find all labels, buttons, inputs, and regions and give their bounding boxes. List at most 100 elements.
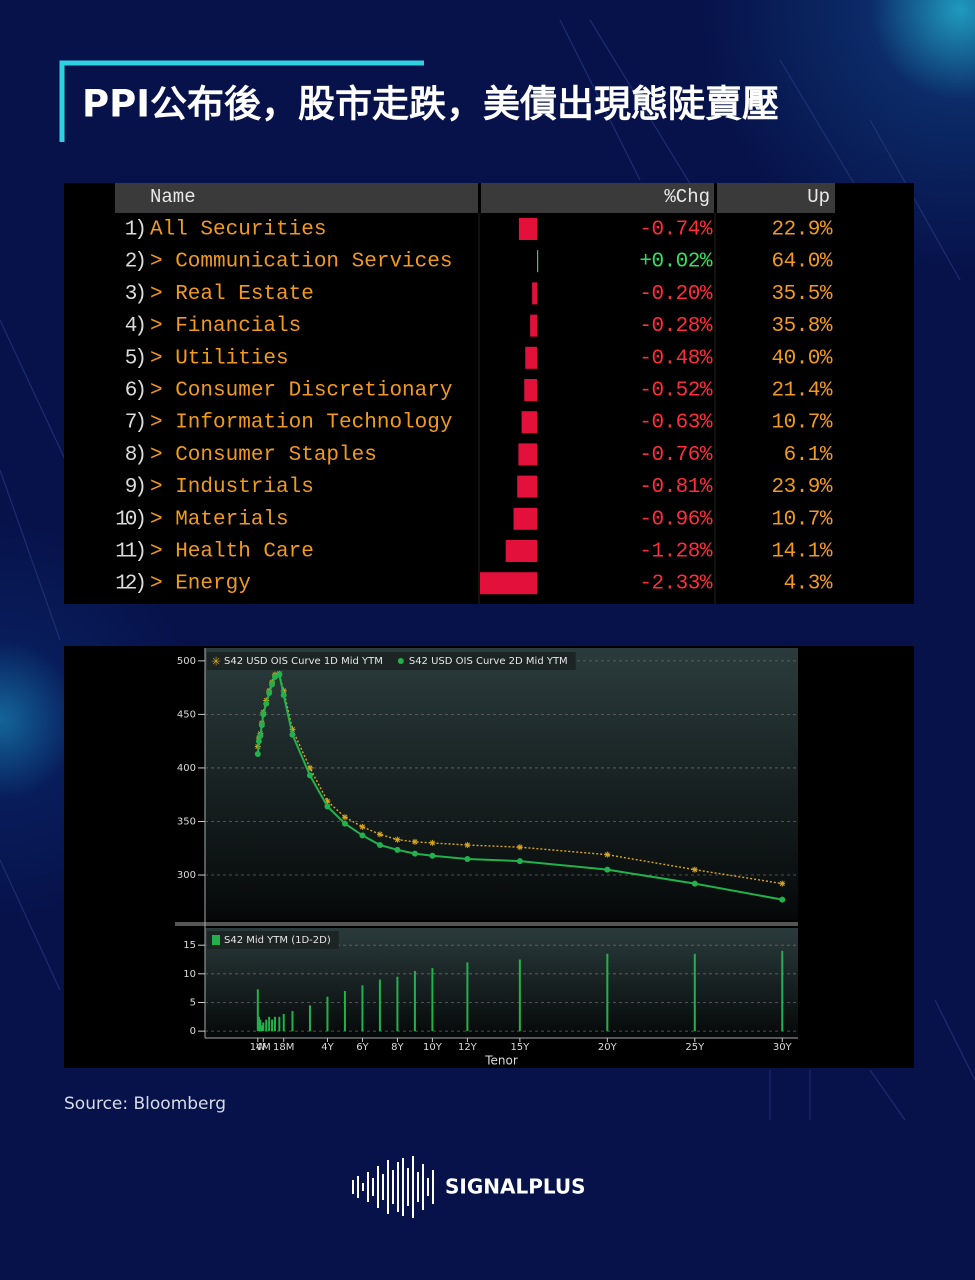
- data-point: [394, 846, 401, 853]
- data-point: [260, 711, 267, 718]
- bar: [413, 970, 416, 1032]
- row-rank: 1): [125, 219, 145, 242]
- y-tick-label: 350: [177, 816, 196, 827]
- data-point: [429, 839, 436, 846]
- row-name: > Financials: [150, 315, 301, 338]
- change-bar: [505, 540, 537, 562]
- data-point: [254, 751, 261, 758]
- row-up: 10.7%: [771, 508, 832, 531]
- data-point: [258, 722, 265, 729]
- legend-swatch: [397, 658, 404, 664]
- bar: [262, 1022, 265, 1032]
- row-rank: 6): [125, 380, 145, 403]
- data-point: [464, 855, 471, 862]
- data-point: [394, 836, 401, 843]
- row-change: +0.02%: [639, 251, 713, 274]
- change-bar: [521, 411, 537, 434]
- bar: [606, 953, 609, 1032]
- row-name: > Consumer Discretionary: [150, 380, 452, 403]
- row-name: > Consumer Staples: [150, 444, 377, 467]
- data-point: [429, 852, 436, 859]
- change-bar: [525, 346, 537, 369]
- x-axis-label: Tenor: [484, 1054, 518, 1068]
- x-tick-label: 4M: [256, 1042, 271, 1053]
- x-tick-label: 12Y: [458, 1042, 478, 1053]
- row-rank: 9): [125, 476, 145, 499]
- data-point: [604, 866, 611, 873]
- data-point: [359, 823, 366, 830]
- change-bar: [513, 507, 537, 530]
- data-point: [464, 842, 471, 849]
- row-name: > Industrials: [150, 476, 314, 499]
- row-up: 23.9%: [771, 476, 832, 499]
- row-rank: 4): [125, 315, 145, 338]
- plot-area: [205, 648, 798, 920]
- row-rank: 2): [125, 251, 145, 274]
- change-bar: [537, 250, 539, 273]
- row-rank: 7): [125, 412, 145, 435]
- y-tick-label: 5: [190, 997, 196, 1008]
- data-point: [257, 732, 264, 739]
- bar: [343, 991, 346, 1032]
- y-tick-label: 400: [177, 763, 196, 774]
- table: Name %Chg Up 1) All Securities -0.74% 22.9%…: [115, 186, 833, 596]
- bar: [326, 996, 329, 1032]
- bar: [781, 950, 784, 1032]
- data-point: [376, 831, 383, 838]
- row-change: -0.81%: [639, 476, 713, 499]
- row-up: 4.3%: [784, 573, 833, 596]
- x-tick-label: 1W: [250, 1042, 266, 1053]
- table-header: [115, 183, 835, 213]
- data-point: [341, 820, 348, 827]
- x-tick-label: 8Y: [391, 1042, 404, 1053]
- row-up: 22.9%: [771, 219, 832, 242]
- data-point: [280, 692, 287, 699]
- change-bar: [532, 282, 537, 305]
- row-up: 21.4%: [771, 380, 832, 403]
- data-point: [266, 689, 273, 696]
- bar: [466, 962, 469, 1032]
- row-name: > Real Estate: [150, 283, 314, 306]
- y-tick-label: 0: [190, 1026, 196, 1037]
- x-tick-label: 18M: [273, 1042, 294, 1053]
- row-rank: 11): [115, 541, 144, 564]
- column-header: Up: [807, 186, 830, 208]
- data-point: [306, 772, 313, 779]
- decor-lines: [0, 19, 975, 1121]
- source: Source: Bloomberg: [64, 1094, 226, 1114]
- row-rank: 5): [125, 347, 145, 370]
- row-change: -0.63%: [639, 412, 713, 435]
- row-name: > Utilities: [150, 347, 289, 370]
- legend-label: S42 USD OIS Curve 2D Mid YTM: [409, 656, 568, 667]
- row-change: -2.33%: [639, 573, 713, 596]
- data-point: [324, 798, 331, 805]
- change-bar: [524, 379, 537, 401]
- row-change: -0.76%: [639, 444, 713, 467]
- data-point: [324, 803, 331, 810]
- legend-swatch: ✳: [211, 655, 221, 669]
- data-point: [691, 866, 698, 873]
- data-point: [411, 850, 418, 857]
- data-point: [376, 842, 383, 849]
- title-bracket: [59, 60, 424, 142]
- row-change: -0.52%: [639, 380, 713, 403]
- row-name: > Health Care: [150, 541, 314, 564]
- data-point: [779, 896, 786, 903]
- change-bar: [518, 443, 537, 466]
- panel-divider: [175, 922, 798, 926]
- row-up: 35.8%: [771, 315, 832, 338]
- row-rank: 12): [115, 573, 144, 596]
- bar: [268, 1016, 271, 1032]
- bar: [273, 1016, 276, 1032]
- row-up: 6.1%: [784, 444, 833, 467]
- row-up: 14.1%: [771, 541, 832, 564]
- row-name: > Materials: [150, 508, 289, 531]
- bar: [431, 968, 434, 1032]
- change-bar: [480, 572, 537, 595]
- row-change: -0.74%: [639, 219, 713, 242]
- row-name: > Information Technology: [150, 412, 452, 435]
- legend-box: [207, 931, 339, 949]
- data-point: [691, 880, 698, 887]
- row-rank: 10): [115, 508, 144, 531]
